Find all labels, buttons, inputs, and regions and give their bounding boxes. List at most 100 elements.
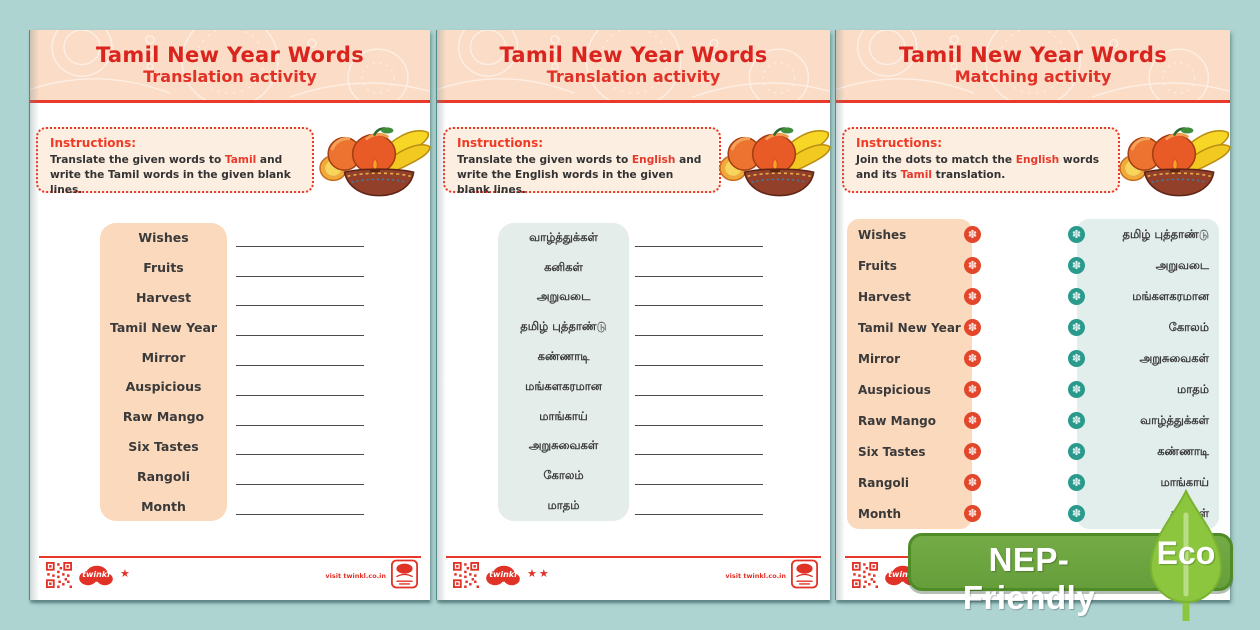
match-row: Six Tastes: [847, 436, 981, 467]
visit-link-text: visit twinkl.co.in: [725, 572, 786, 580]
match-row: Harvest: [847, 281, 981, 312]
match-dot-icon: [1068, 381, 1085, 398]
instructions-heading: Instructions:: [856, 136, 943, 150]
answer-blank-line: [236, 372, 364, 402]
twinkl-logo-text: twinkl: [489, 570, 517, 579]
word-item: Fruits: [143, 260, 184, 276]
twinkl-logo: twinkl: [78, 564, 114, 587]
twinkl-stamp-icon: [391, 559, 418, 589]
word-item: வாழ்த்துக்கள்: [529, 229, 598, 244]
fruit-bowl-illustration: [1119, 127, 1231, 197]
answer-blank-line: [635, 491, 763, 521]
answer-blank-line: [236, 461, 364, 491]
match-row: Raw Mango: [847, 405, 981, 436]
instructions-fragment: and write the Tamil words in the given b…: [50, 154, 291, 196]
match-dot-icon: [1068, 505, 1085, 522]
worksheet-page-matching: Tamil New Year Words Matching activity I…: [836, 30, 1231, 600]
match-dot-icon: [964, 350, 981, 367]
instructions-text: Translate the given words to English and…: [457, 153, 709, 197]
footer-divider: [39, 556, 421, 558]
match-dot-icon: [964, 412, 981, 429]
word-item: Raw Mango: [122, 409, 205, 425]
match-dot-icon: [1068, 443, 1085, 460]
match-row: கோலம்: [1068, 312, 1219, 343]
eco-leaf-icon: [1149, 488, 1223, 621]
page-title: Tamil New Year Words: [499, 43, 768, 67]
fruit-bowl-illustration: [719, 127, 831, 197]
answer-lines: [635, 223, 763, 521]
instructions-text: Join the dots to match the English words…: [856, 153, 1108, 183]
match-dot-icon: [964, 505, 981, 522]
twinkl-logo-text: twinkl: [888, 570, 916, 579]
difficulty-stars: ★★: [527, 567, 551, 580]
match-dot-icon: [1068, 474, 1085, 491]
match-dot-icon: [964, 257, 981, 274]
answer-blank-line: [635, 342, 763, 372]
eco-label: Eco: [1156, 535, 1216, 571]
match-row: மங்களகரமான: [1068, 281, 1219, 312]
match-dot-icon: [964, 443, 981, 460]
match-row: Month: [847, 498, 981, 529]
answer-blank-line: [635, 461, 763, 491]
word-item: தமிழ் புத்தாண்டு: [520, 319, 607, 334]
match-row: Mirror: [847, 343, 981, 374]
match-dot-icon: [1068, 412, 1085, 429]
matching-tamil-column: தமிழ் புத்தாண்டு அறுவடை மங்களகரமான கோலம்…: [1068, 219, 1219, 529]
match-row: கண்ணாடி: [1068, 436, 1219, 467]
visit-link-text: visit twinkl.co.in: [325, 572, 386, 580]
answer-blank-line: [236, 223, 364, 253]
match-row: Fruits: [847, 250, 981, 281]
match-dot-icon: [1068, 350, 1085, 367]
match-row: வாழ்த்துக்கள்: [1068, 405, 1219, 436]
instructions-highlight: English: [631, 154, 676, 166]
word-item: அறுசுவைகள்: [528, 438, 599, 453]
match-row: தமிழ் புத்தாண்டு: [1068, 219, 1219, 250]
answer-blank-line: [635, 283, 763, 313]
match-row: Rangoli: [847, 467, 981, 498]
page-title: Tamil New Year Words: [96, 43, 364, 67]
instructions-text: Translate the given words to Tamil and w…: [50, 153, 302, 197]
page-subtitle: Translation activity: [546, 67, 721, 86]
english-word-list: Wishes Fruits Harvest Tamil New Year Mir…: [100, 223, 227, 521]
instructions-box: Instructions: Translate the given words …: [443, 127, 721, 196]
qr-code-icon: [453, 562, 479, 588]
answer-blank-line: [236, 432, 364, 462]
eco-badge: Eco: [1144, 488, 1228, 623]
word-item: Month: [141, 498, 186, 514]
twinkl-logo-text: twinkl: [82, 570, 110, 579]
page-header: Tamil New Year Words Translation activit…: [437, 30, 830, 103]
match-dot-icon: [964, 381, 981, 398]
match-dot-icon: [1068, 226, 1085, 243]
word-item: Auspicious: [125, 379, 202, 395]
mandala-pattern-decoration: [836, 30, 1230, 100]
instructions-fragment: translation.: [931, 168, 1006, 181]
answer-lines: [236, 223, 364, 521]
mandala-pattern-decoration: [30, 30, 430, 100]
word-item: கோலம்: [543, 468, 584, 483]
page-subtitle: Translation activity: [143, 67, 317, 86]
difficulty-stars: ★: [120, 567, 132, 580]
worksheet-page-translate-to-english: Tamil New Year Words Translation activit…: [437, 30, 831, 600]
answer-blank-line: [236, 312, 364, 342]
footer-divider: [446, 556, 821, 558]
match-dot-icon: [964, 474, 981, 491]
word-item: மாங்காய்: [539, 408, 588, 423]
page-header: Tamil New Year Words Translation activit…: [30, 30, 430, 103]
answer-blank-line: [236, 283, 364, 313]
answer-blank-line: [236, 402, 364, 432]
word-item: Harvest: [135, 289, 192, 305]
word-item: அறுவடை: [536, 289, 591, 304]
word-item: கண்ணாடி: [537, 349, 590, 364]
word-item: Wishes: [138, 230, 189, 246]
answer-blank-line: [635, 253, 763, 283]
match-dot-icon: [964, 288, 981, 305]
tamil-word-list: வாழ்த்துக்கள் கனிகள் அறுவடை தமிழ் புத்தா…: [498, 223, 629, 521]
answer-blank-line: [236, 342, 364, 372]
twinkl-stamp-icon: [791, 559, 818, 589]
instructions-box: Instructions: Join the dots to match the…: [842, 127, 1120, 193]
word-item: Six Tastes: [128, 438, 199, 454]
word-item: கனிகள்: [544, 259, 583, 274]
instructions-heading: Instructions:: [457, 136, 544, 150]
match-row: Wishes: [847, 219, 981, 250]
